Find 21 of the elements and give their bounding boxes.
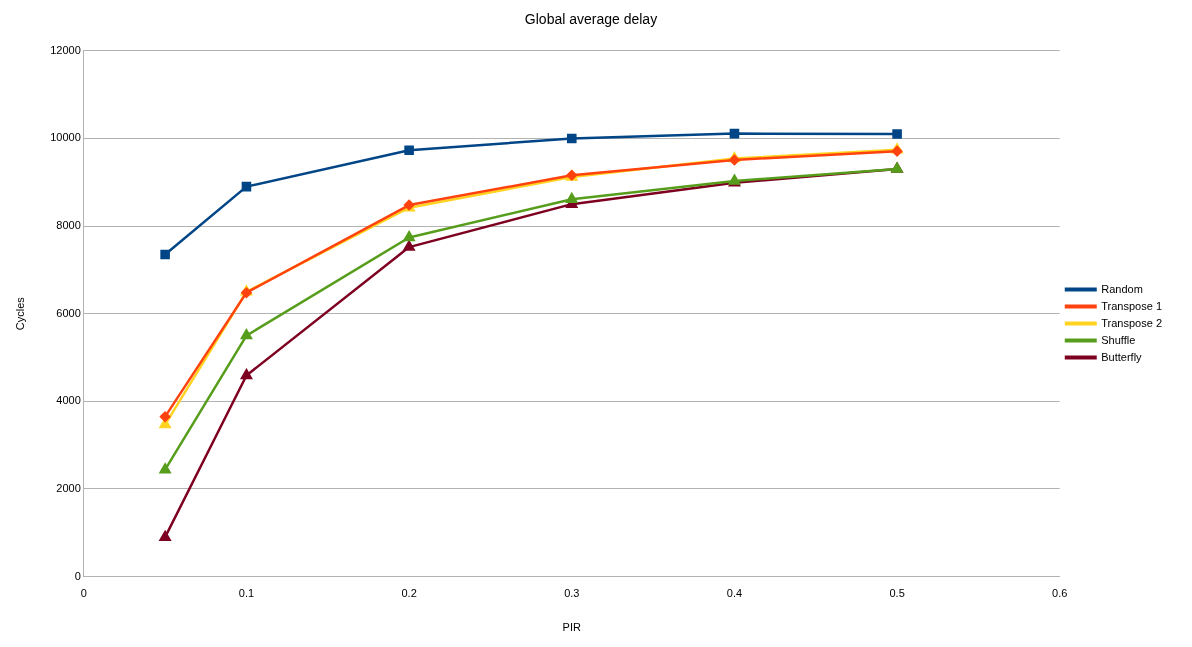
chart-title: Global average delay [524, 11, 658, 28]
y-tick-label: 8000 [56, 219, 81, 232]
legend-label: Transpose 2 [1101, 316, 1163, 329]
x-tick-label: 0.5 [889, 587, 905, 600]
y-tick-label: 10000 [50, 131, 81, 144]
x-tick-label: 0.3 [564, 587, 580, 600]
x-tick-label: 0.6 [1052, 587, 1068, 600]
x-axis-title: PIR [562, 621, 581, 634]
legend-label: Transpose 1 [1101, 299, 1163, 312]
y-axis-title: Cycles [13, 296, 26, 331]
y-tick-label: 12000 [50, 43, 81, 56]
legend-label: Random [1101, 282, 1143, 295]
y-tick-label: 6000 [56, 306, 81, 319]
y-tick-label: 0 [74, 569, 81, 582]
y-tick-label: 4000 [56, 394, 81, 407]
legend-label: Shuffle [1101, 333, 1136, 346]
y-tick-label: 2000 [56, 482, 81, 494]
x-tick-label: 0.2 [401, 587, 417, 600]
legend-label: Butterfly [1101, 350, 1143, 363]
x-tick-label: 0.4 [726, 587, 743, 600]
x-tick-label: 0.1 [238, 587, 255, 600]
